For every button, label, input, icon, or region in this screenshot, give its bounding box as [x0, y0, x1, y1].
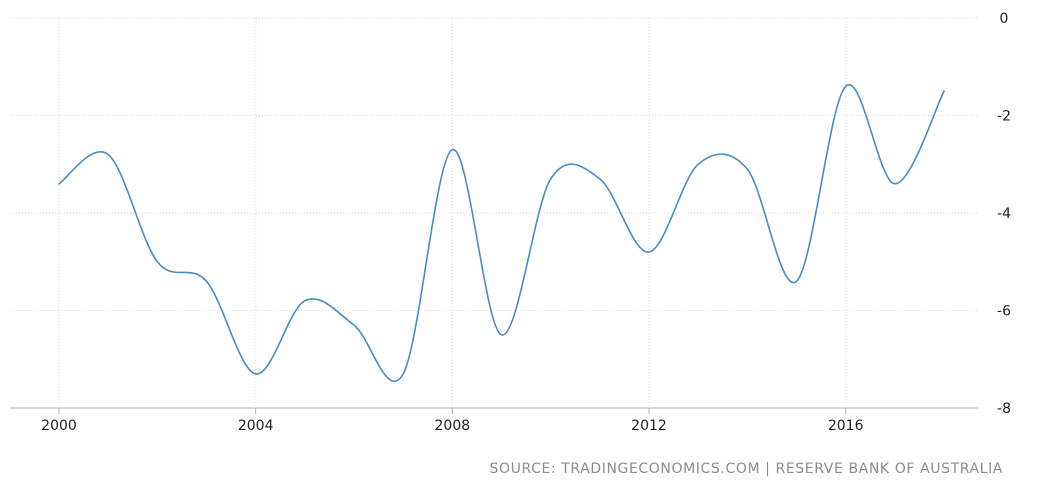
- y-tick-label: -2: [997, 109, 1011, 125]
- y-tick-labels: 0 -2 -4 -6 -8: [997, 11, 1011, 417]
- x-tick-label: 2012: [631, 418, 667, 434]
- y-tick-label: -4: [997, 206, 1011, 222]
- y-tick-label: 0: [1000, 11, 1009, 27]
- x-tick-label: 2016: [828, 418, 864, 434]
- grid-lines: [10, 17, 978, 408]
- source-note: SOURCE: TRADINGECONOMICS.COM | RESERVE B…: [489, 461, 1003, 477]
- x-tick-label: 2008: [435, 418, 471, 434]
- series-line: [58, 83, 945, 383]
- series-group: [58, 83, 945, 383]
- x-tick-labels: 2000 2004 2008 2012 2016: [41, 418, 863, 434]
- x-tick-label: 2000: [41, 418, 77, 434]
- x-tick-label: 2004: [238, 418, 274, 434]
- axes: [10, 407, 978, 414]
- y-tick-label: -6: [997, 304, 1011, 320]
- y-tick-label: -8: [997, 401, 1011, 417]
